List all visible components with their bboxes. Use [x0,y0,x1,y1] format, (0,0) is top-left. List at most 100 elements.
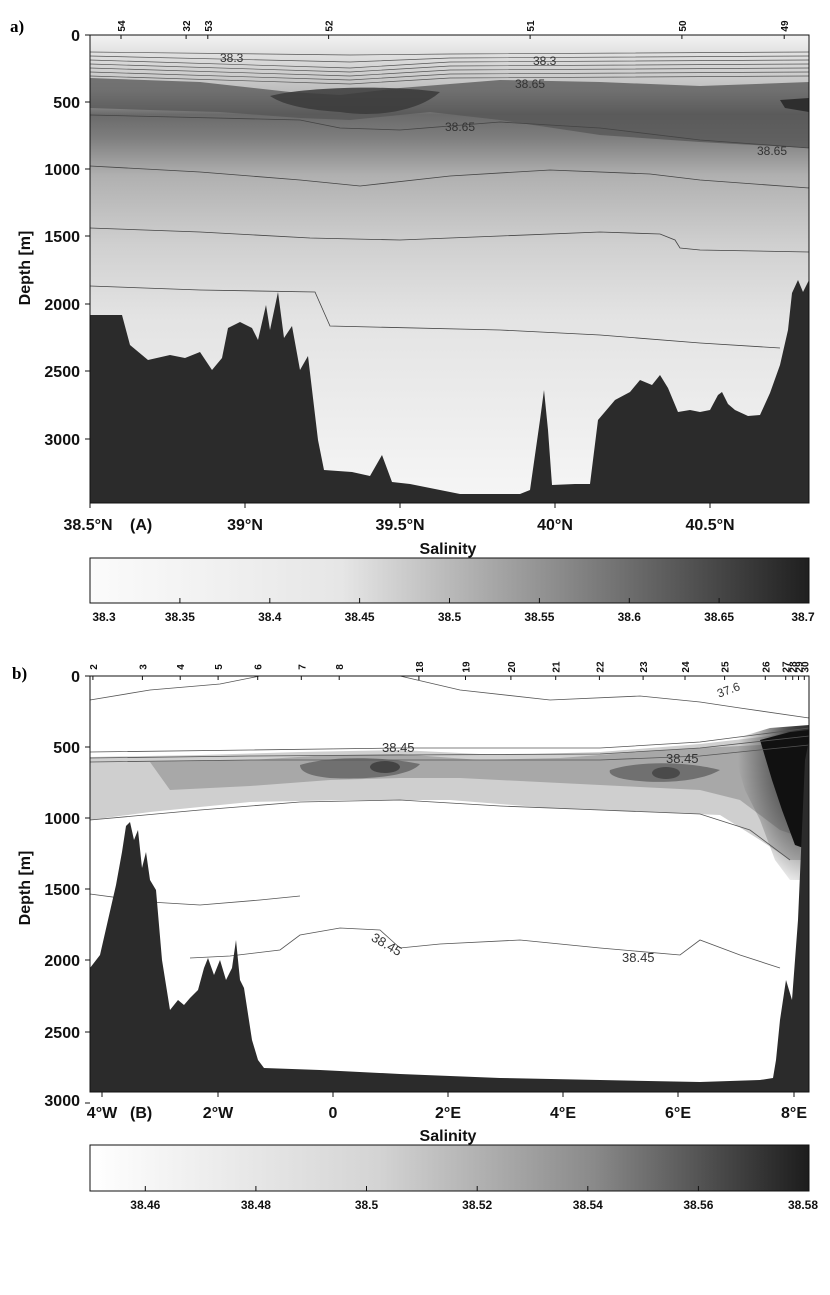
y-tick-label: 1000 [44,811,80,828]
colorbar-tick-label: 38.56 [683,1198,713,1212]
colorbar-tick-label: 38.35 [165,610,195,624]
panel-b-colorbar [89,1144,810,1192]
panel-a-core-max [270,87,440,114]
panel-a-colorbar [89,557,810,604]
station-label: 28 [789,661,800,673]
colorbar-title: Salinity [420,541,477,558]
panel-a-contour-label: 38.65 [445,120,475,134]
panel-a-surface-isolines [89,51,810,85]
station-label: 18 [415,661,426,673]
panel-a-isolines [89,114,810,349]
x-tick-label: 4°W [87,1105,118,1122]
y-tick-label: 3000 [44,432,80,449]
panel-a-contour-label: 38.3 [220,51,244,65]
panel-b-contour-label: 38.45 [622,950,655,965]
station-label: 29 [795,661,806,673]
colorbar-tick-label: 38.5 [438,610,462,624]
colorbar-tick-label: 38.65 [704,610,734,624]
panel-b-bathymetry [90,740,809,1092]
station-label: 25 [721,661,732,673]
panel-b-label: b) [12,664,27,683]
panel-b-core-east-dark [760,730,809,850]
station-label: 49 [780,20,791,32]
station-label: 51 [526,20,537,32]
panel-a-core-layer [90,78,809,148]
panel-b-core-max [652,767,680,779]
panel-b-isolines [89,675,810,969]
panel-a-core-east [780,98,809,112]
section-label: (A) [130,517,152,534]
y-tick-label: 0 [71,669,80,686]
y-tick-label: 3000 [44,1093,80,1110]
colorbar-tick-label: 38.52 [462,1198,492,1212]
y-axis-label: Depth [m] [17,851,34,926]
y-tick-label: 500 [53,95,80,112]
y-tick-label: 1000 [44,162,80,179]
station-label: 4 [176,664,187,670]
panel-b-x-axis: 4°W (B) 2°W 0 2°E 4°E 6°E 8°E [87,1092,807,1122]
panel-a-contour-label: 38.3 [533,54,557,68]
station-label: 54 [117,20,128,32]
y-tick-label: 2500 [44,364,80,381]
panel-b-y-axis: 0 500 1000 1500 2000 2500 3000 Depth [m] [17,669,90,1110]
panel-b: b) 37.6 38.45 38.45 38.45 38.45 [12,661,818,1212]
panel-a-colorbar-ticks: 38.3 38.35 38.4 38.45 38.5 38.55 38.6 38.65 38.7 [89,598,815,624]
colorbar-tick-label: 38.55 [524,610,554,624]
station-label: 20 [507,661,518,673]
x-tick-label: 8°E [781,1105,807,1122]
station-label: 24 [681,661,692,673]
panel-b-colorbar-ticks: 38.46 38.48 38.5 38.52 38.54 38.56 38.58 [130,1186,818,1212]
station-label: 3 [138,664,149,670]
y-tick-label: 500 [53,740,80,757]
panel-a-contour-label: 38.65 [515,77,545,91]
station-label: 19 [462,661,473,673]
panel-a-frame [89,34,810,504]
station-label: 7 [297,664,308,670]
colorbar-tick-label: 38.6 [618,610,642,624]
panel-b-frame [89,675,810,1093]
colorbar-title: Salinity [420,1128,477,1145]
station-label: 52 [325,20,336,32]
colorbar-tick-label: 38.4 [258,610,282,624]
station-label: 53 [204,20,215,32]
y-tick-label: 2500 [44,1025,80,1042]
x-tick-label: 2°W [203,1105,234,1122]
x-tick-label: 0 [329,1105,338,1122]
station-label: 30 [800,661,811,673]
x-tick-label: 39.5°N [375,517,424,534]
panel-a-bathymetry [90,280,809,503]
y-tick-label: 0 [71,28,80,45]
station-label: 23 [639,661,650,673]
y-tick-label: 2000 [44,297,80,314]
colorbar-tick-label: 38.48 [241,1198,271,1212]
station-label: 8 [335,664,346,670]
panel-a-y-axis: 0 500 1000 1500 2000 2500 3000 Depth [m] [17,28,90,449]
colorbar-tick-label: 38.45 [345,610,375,624]
colorbar-tick-label: 38.7 [791,610,815,624]
station-label: 26 [761,661,772,673]
y-tick-label: 2000 [44,953,80,970]
x-tick-label: 38.5°N [63,517,112,534]
panel-b-contour-label: 38.45 [666,751,699,766]
colorbar-tick-label: 38.54 [573,1198,603,1212]
panel-b-core-max [370,761,400,773]
colorbar-tick-label: 38.5 [355,1198,379,1212]
x-tick-label: 6°E [665,1105,691,1122]
y-tick-label: 1500 [44,882,80,899]
station-label: 2 [89,664,100,670]
station-label: 6 [254,664,265,670]
panel-b-layer-inner [300,758,720,782]
x-tick-label: 39°N [227,517,263,534]
y-tick-label: 1500 [44,229,80,246]
colorbar-tick-label: 38.3 [92,610,116,624]
x-tick-label: 4°E [550,1105,576,1122]
panel-b-contour-label: 38.45 [382,740,415,755]
station-label: 27 [782,661,793,673]
panel-a: a) 38.3 38.3 38.65 38.65 [10,17,815,624]
station-label: 5 [214,664,225,670]
panel-a-stations: 54 32 53 52 51 50 49 [117,20,791,39]
x-tick-label: 2°E [435,1105,461,1122]
x-tick-label: 40.5°N [685,517,734,534]
